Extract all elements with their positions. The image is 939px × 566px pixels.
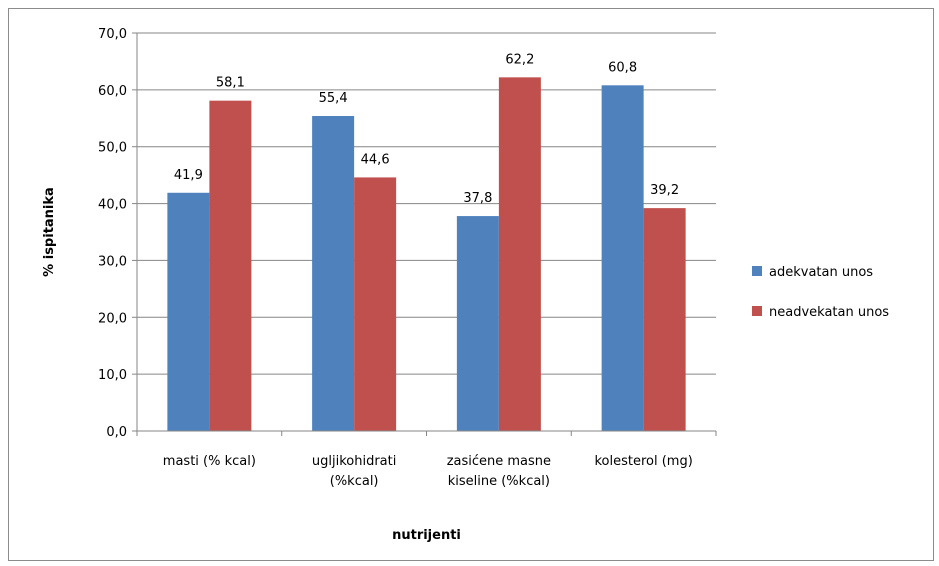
legend-swatch [752,306,762,316]
data-label: 55,4 [319,91,348,106]
data-label: 39,2 [650,183,679,198]
y-tick-label: 50,0 [98,141,127,156]
y-tick-label: 60,0 [98,84,127,99]
bar[interactable] [498,77,541,431]
bar[interactable] [601,85,644,432]
bar[interactable] [643,208,686,431]
y-tick-label: 0,0 [106,425,127,440]
x-tick-label: ugljikohidrati [312,454,396,469]
y-tick-label: 70,0 [98,27,127,42]
x-axis-title: nutrijenti [392,528,461,543]
data-label: 44,6 [361,152,390,167]
data-label: 37,8 [463,191,492,206]
y-tick-label: 10,0 [98,368,127,383]
x-tick-label: kiseline (%kcal) [448,474,550,489]
x-tick-label: (%kcal) [330,474,379,489]
bar[interactable] [167,192,210,431]
data-label: 41,9 [174,168,203,183]
y-tick-label: 40,0 [98,198,127,213]
y-axis-title: % ispitanika [42,187,57,277]
x-tick-label: zasićene masne [447,454,551,469]
y-tick-label: 20,0 [98,311,127,326]
y-tick-label: 30,0 [98,254,127,269]
bar[interactable] [209,100,252,431]
bar[interactable] [456,216,499,431]
legend-label: neadvekatan unos [769,305,889,320]
data-label: 62,2 [505,52,534,67]
x-tick-label: masti (% kcal) [163,454,256,469]
data-label: 58,1 [216,76,245,91]
x-tick-label: kolesterol (mg) [594,454,692,469]
bar[interactable] [312,116,355,432]
legend-label: adekvatan unos [769,265,873,280]
legend-swatch [752,266,762,276]
data-label: 60,8 [608,60,637,75]
bar[interactable] [354,177,397,431]
